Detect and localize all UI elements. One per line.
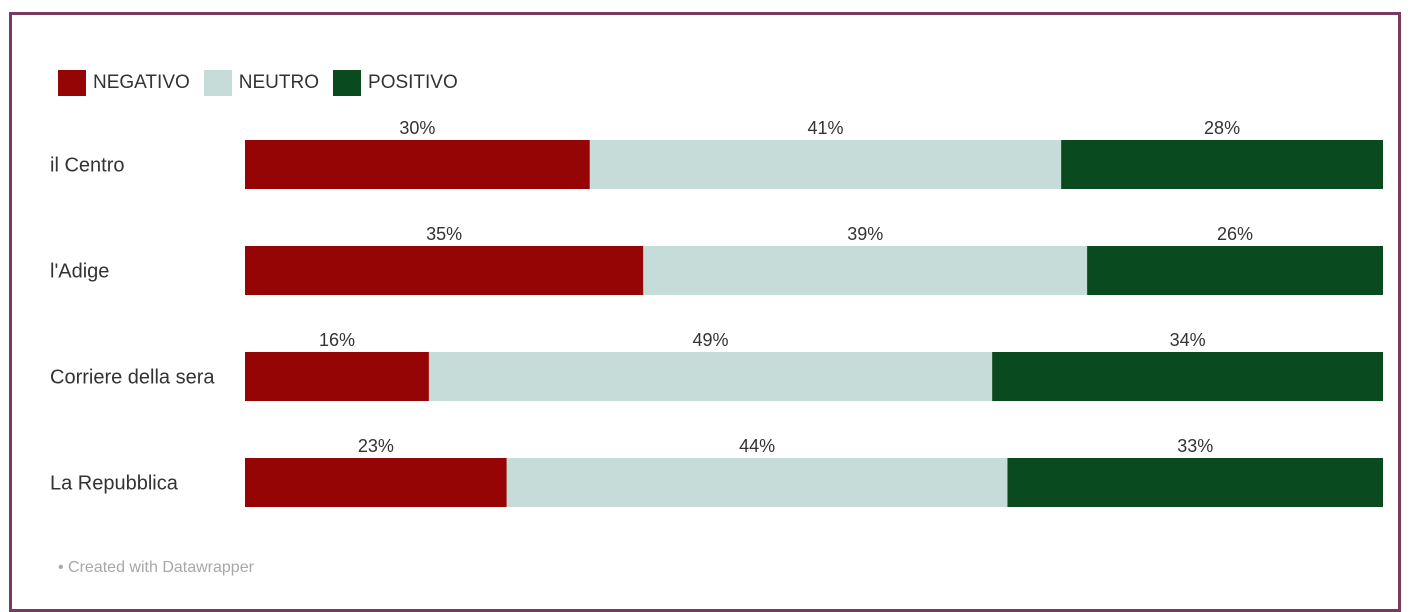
bar-segment-positivo	[1061, 140, 1383, 189]
category-label: La Repubblica	[50, 473, 179, 495]
category-label: il Centro	[50, 155, 124, 177]
category-label: l'Adige	[50, 261, 109, 283]
value-label: 49%	[693, 330, 729, 350]
chart-frame: NEGATIVO NEUTRO POSITIVO • Created with …	[9, 12, 1401, 612]
value-label: 44%	[739, 436, 775, 456]
bar-segment-negativo	[245, 458, 507, 507]
bar-segment-neutro	[589, 140, 1062, 189]
bar-segment-negativo	[245, 246, 644, 295]
value-label: 39%	[847, 224, 883, 244]
bar-segment-negativo	[245, 140, 590, 189]
category-label: Corriere della sera	[50, 367, 215, 389]
value-label: 26%	[1217, 224, 1253, 244]
stacked-bar-chart: il Centro 30% 41% 28% l'Adige 35% 39% 26% Corrie…	[50, 118, 1383, 507]
bar-segment-positivo	[992, 352, 1383, 401]
legend-item-neutro: NEUTRO	[203, 70, 320, 96]
footer-credit: • Created with Datawrapper	[58, 559, 254, 576]
bar-segment-positivo	[1007, 458, 1383, 507]
legend-swatch-negativo	[58, 70, 86, 96]
value-label: 30%	[399, 118, 435, 138]
legend-label-neutro: NEUTRO	[238, 72, 320, 93]
legend-swatch-neutro	[203, 70, 232, 96]
value-label: 34%	[1170, 330, 1206, 350]
bar-segment-neutro	[506, 458, 1008, 507]
legend-item-positivo: POSITIVO	[333, 70, 458, 96]
bar-segment-neutro	[428, 352, 993, 401]
value-label: 33%	[1177, 436, 1213, 456]
bar-segment-positivo	[1087, 246, 1383, 295]
bar-segment-neutro	[643, 246, 1088, 295]
legend-label-negativo: NEGATIVO	[93, 72, 190, 93]
legend-label-positivo: POSITIVO	[368, 72, 458, 93]
value-label: 35%	[426, 224, 462, 244]
legend-swatch-positivo	[333, 70, 362, 96]
value-label: 23%	[358, 436, 394, 456]
value-label: 41%	[807, 118, 843, 138]
bar-segment-negativo	[245, 352, 429, 401]
value-label: 28%	[1204, 118, 1240, 138]
legend-item-negativo: NEGATIVO	[58, 70, 190, 96]
legend: NEGATIVO NEUTRO POSITIVO	[58, 70, 472, 96]
value-label: 16%	[319, 330, 355, 350]
